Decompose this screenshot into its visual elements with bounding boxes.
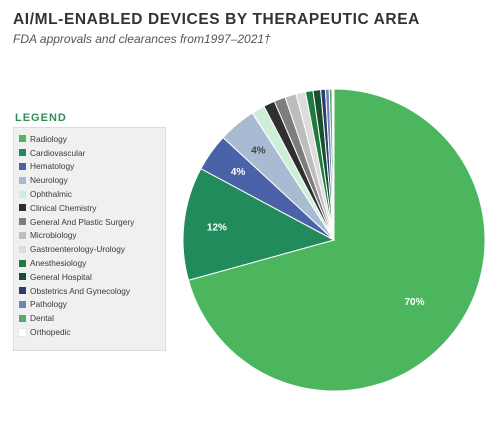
pie-slice xyxy=(182,168,336,281)
legend-swatch xyxy=(19,287,26,295)
legend-item: Obstetrics And Gynecology xyxy=(19,284,165,298)
legend-swatch xyxy=(19,245,26,253)
legend-label: Orthopedic xyxy=(30,327,71,338)
legend-item: Neurology xyxy=(19,173,165,187)
legend-item: Clinical Chemistry xyxy=(19,201,165,215)
legend-swatch xyxy=(19,190,26,198)
legend-swatch xyxy=(19,231,26,239)
legend-label: Cardiovascular xyxy=(30,147,86,158)
legend-item: General Hospital xyxy=(19,270,165,284)
legend-label: Pathology xyxy=(30,299,67,310)
slice-label: 12% xyxy=(207,222,227,233)
legend-item: Microbiology xyxy=(19,229,165,243)
legend-swatch xyxy=(19,162,26,170)
legend-item: Orthopedic xyxy=(18,325,165,339)
legend-label: Hematology xyxy=(30,161,75,172)
legend-item: Dental xyxy=(19,311,165,325)
legend-item: Radiology xyxy=(19,132,165,146)
legend-label: Dental xyxy=(30,313,54,324)
pie-slice xyxy=(331,88,335,241)
legend-item: General And Plastic Surgery xyxy=(19,215,165,229)
legend-label: Anesthesiology xyxy=(30,258,87,269)
slice-label: 70% xyxy=(404,297,424,308)
legend-item: Hematology xyxy=(19,160,165,174)
legend-item: Pathology xyxy=(19,298,165,312)
legend-swatch xyxy=(19,273,26,281)
legend-swatch xyxy=(19,149,26,157)
legend-label: Radiology xyxy=(30,133,67,144)
chart-subtitle: FDA approvals and clearances from1997–20… xyxy=(13,32,271,46)
legend-label: Microbiology xyxy=(30,230,77,241)
legend-item: Anesthesiology xyxy=(19,256,165,270)
legend-heading: LEGEND xyxy=(15,112,67,124)
legend-item: Ophthalmic xyxy=(19,187,165,201)
legend-item: Cardiovascular xyxy=(19,146,165,160)
chart-title: AI/ML-ENABLED DEVICES BY THERAPEUTIC ARE… xyxy=(13,11,420,28)
legend-swatch xyxy=(19,176,26,184)
legend-label: Ophthalmic xyxy=(30,189,72,200)
legend: Radiology Cardiovascular Hematology Neurolo… xyxy=(13,127,166,351)
legend-swatch xyxy=(19,314,26,322)
legend-label: Neurology xyxy=(30,175,68,186)
slice-label: 4% xyxy=(251,145,266,156)
legend-swatch xyxy=(18,327,27,337)
legend-swatch xyxy=(19,135,26,143)
legend-swatch xyxy=(19,218,26,226)
legend-label: Obstetrics And Gynecology xyxy=(30,285,131,296)
legend-item: Gastroenterology-Urology xyxy=(19,242,165,256)
legend-label: Clinical Chemistry xyxy=(30,202,97,213)
pie-slice xyxy=(187,88,486,392)
legend-swatch xyxy=(19,300,26,308)
legend-label: Gastroenterology-Urology xyxy=(30,244,125,255)
slice-label: 4% xyxy=(231,167,246,178)
legend-label: General Hospital xyxy=(30,271,92,282)
legend-swatch xyxy=(19,259,26,267)
legend-label: General And Plastic Surgery xyxy=(30,216,135,227)
legend-swatch xyxy=(19,204,26,212)
